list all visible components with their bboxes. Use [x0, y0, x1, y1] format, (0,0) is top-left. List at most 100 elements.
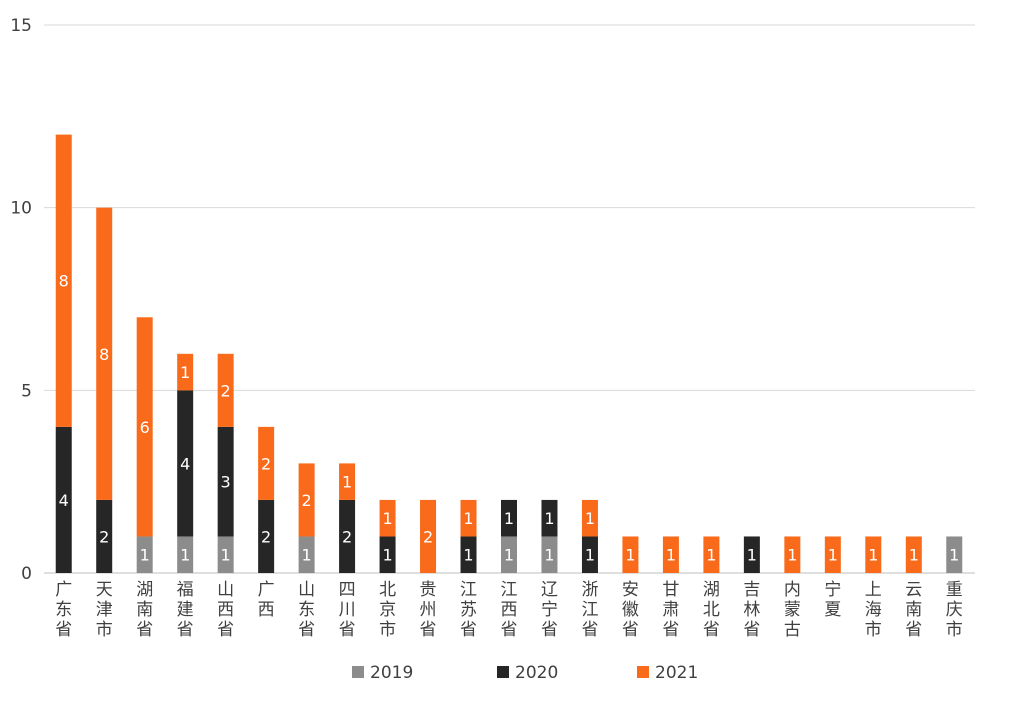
- y-tick-label: 0: [21, 564, 32, 584]
- legend-item-2020: 2020: [497, 663, 558, 683]
- category-label: 天津市: [96, 580, 113, 640]
- category-label: 四川省: [339, 580, 356, 640]
- data-label: 1: [585, 546, 595, 565]
- category-label: 浙江省: [581, 580, 598, 640]
- category-label: 江西省: [501, 580, 518, 640]
- data-label: 1: [828, 546, 838, 565]
- data-label: 1: [868, 546, 878, 565]
- bar-2021-北京市: [379, 499, 396, 537]
- data-label: 1: [666, 546, 676, 565]
- data-label: 1: [140, 546, 150, 565]
- bar-2020-江苏省: [460, 536, 477, 573]
- bar-2021-上海市: [865, 536, 882, 573]
- legend-swatch: [637, 666, 649, 678]
- bar-2020-四川省: [339, 499, 356, 573]
- y-tick-label: 15: [10, 16, 32, 36]
- data-label: 4: [59, 491, 69, 510]
- data-label: 1: [747, 546, 757, 565]
- data-label: 1: [463, 546, 473, 565]
- data-label: 4: [180, 454, 190, 473]
- data-label: 2: [302, 491, 312, 510]
- category-label: 广西: [258, 580, 275, 620]
- y-tick-label: 10: [10, 199, 32, 219]
- bar-2019-辽宁省: [541, 536, 558, 573]
- bar-2020-山西省: [217, 426, 234, 537]
- data-label: 1: [463, 509, 473, 528]
- bar-2020-辽宁省: [541, 499, 558, 537]
- bar-2020-江西省: [501, 499, 517, 537]
- bar-2020-广西: [258, 499, 275, 573]
- data-label: 1: [180, 546, 190, 565]
- bar-2021-湖南省: [136, 317, 153, 537]
- category-label: 江苏省: [460, 580, 477, 640]
- category-label: 内蒙古: [784, 580, 801, 640]
- data-label: 2: [99, 527, 109, 546]
- data-label: 6: [140, 418, 150, 437]
- bar-2020-吉林省: [743, 536, 760, 573]
- data-label: 1: [180, 363, 190, 382]
- data-labels: 4 8 2 8 1 6 1 4 1 1 3 2 2 2 1 2 2 1 1 1 2 1 1 1 1 1 1 1 1 1 1 1 1 1 1 1 1 1: [59, 272, 960, 565]
- category-label: 福建省: [177, 580, 194, 640]
- bar-2021-福建省: [177, 353, 194, 391]
- data-label: 2: [221, 381, 231, 400]
- data-label: 2: [261, 454, 271, 473]
- legend-item-2019: 2019: [352, 663, 413, 683]
- bar-2021-浙江省: [581, 499, 598, 537]
- data-label: 1: [382, 509, 392, 528]
- bar-2019-重庆市: [946, 536, 963, 573]
- legend-label: 2019: [370, 663, 413, 683]
- bar-2019-湖南省: [136, 536, 153, 573]
- data-label: 1: [585, 509, 595, 528]
- bar-2021-江苏省: [460, 499, 477, 537]
- data-label: 1: [787, 546, 797, 565]
- bar-2019-山东省: [298, 536, 315, 573]
- category-label: 山东省: [298, 580, 315, 640]
- data-label: 3: [221, 473, 231, 492]
- data-label: 1: [302, 546, 312, 565]
- legend: 2019 2020 2021: [352, 663, 698, 683]
- legend-item-2021: 2021: [637, 663, 698, 683]
- data-label: 2: [342, 527, 352, 546]
- bar-2019-福建省: [177, 536, 194, 573]
- data-label: 2: [423, 527, 433, 546]
- legend-label: 2021: [655, 663, 698, 683]
- y-axis-ticks: 0 5 10 15: [10, 16, 32, 584]
- category-label: 重庆市: [946, 580, 963, 640]
- x-axis-categories: 广东省 天津市 湖南省 福建省 山西省 广西 山东省 四川省 北京市 贵州省 江苏省 江西省 辽宁省 浙江…: [55, 580, 963, 640]
- category-label: 吉林省: [743, 580, 760, 640]
- category-label: 贵州省: [420, 580, 437, 640]
- legend-label: 2020: [515, 663, 558, 683]
- category-label: 湖北省: [703, 580, 720, 640]
- legend-swatch: [497, 666, 509, 678]
- bar-2019-江西省: [501, 536, 517, 573]
- bar-2021-四川省: [339, 463, 356, 500]
- y-tick-label: 5: [21, 381, 32, 401]
- bar-2021-山东省: [298, 463, 315, 537]
- category-label: 安徽省: [622, 580, 639, 640]
- bar-2020-广东省: [55, 426, 72, 573]
- bar-2021-内蒙古: [784, 536, 801, 573]
- bar-2021-贵州省: [420, 499, 437, 573]
- bar-2021-广西: [258, 426, 275, 500]
- data-label: 1: [625, 546, 635, 565]
- bars: [55, 134, 963, 573]
- data-label: 8: [59, 272, 69, 291]
- bar-2020-浙江省: [581, 536, 598, 573]
- data-label: 1: [382, 546, 392, 565]
- legend-swatch: [352, 666, 364, 678]
- bar-2021-山西省: [217, 353, 234, 427]
- data-label: 1: [504, 509, 514, 528]
- data-label: 8: [99, 345, 109, 364]
- data-label: 1: [342, 473, 352, 492]
- data-label: 1: [544, 509, 554, 528]
- category-label: 甘肃省: [662, 580, 679, 640]
- bar-2021-宁夏: [824, 536, 841, 573]
- bar-2019-山西省: [217, 536, 234, 573]
- bar-2021-天津市: [96, 207, 113, 500]
- category-label: 云南省: [905, 580, 922, 640]
- category-label: 北京市: [379, 580, 396, 640]
- bar-2020-北京市: [379, 536, 396, 573]
- bar-2020-福建省: [177, 390, 194, 537]
- category-label: 宁夏: [824, 580, 841, 620]
